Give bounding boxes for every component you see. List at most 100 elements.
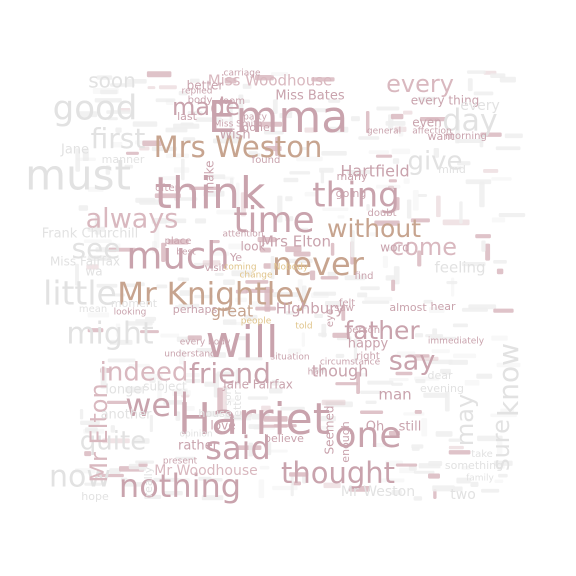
filler-mark: [318, 425, 334, 430]
filler-mark: [283, 177, 299, 183]
filler-mark: [263, 416, 288, 422]
word: Miss Fairfax: [50, 255, 120, 269]
filler-mark: [100, 89, 118, 95]
filler-mark: [473, 91, 494, 96]
filler-mark: [285, 246, 302, 253]
filler-mark: [467, 78, 473, 92]
filler-mark: [417, 96, 436, 102]
filler-mark: [285, 196, 293, 202]
filler-mark: [248, 301, 263, 307]
filler-mark: [289, 171, 311, 175]
filler-mark: [87, 312, 110, 318]
filler-mark: [365, 110, 370, 134]
word: quite: [80, 427, 146, 457]
filler-mark: [413, 496, 423, 501]
filler-mark: [403, 178, 410, 184]
word: every: [386, 70, 454, 98]
filler-mark: [161, 242, 166, 262]
filler-mark: [423, 392, 448, 398]
filler-mark: [391, 279, 396, 292]
word: nothing: [119, 467, 241, 505]
word: want: [427, 130, 455, 143]
filler-mark: [417, 193, 428, 198]
word: soon: [88, 69, 136, 93]
filler-mark: [178, 477, 190, 484]
word: feeling: [434, 259, 485, 277]
word: well: [125, 386, 189, 424]
word: must: [25, 151, 131, 200]
filler-mark: [366, 204, 370, 211]
word: take: [471, 449, 493, 460]
filler-mark: [196, 348, 214, 353]
filler-mark: [358, 136, 380, 140]
filler-mark: [364, 296, 393, 302]
filler-mark: [145, 316, 157, 321]
filler-mark: [94, 98, 122, 103]
filler-mark: [387, 185, 395, 190]
filler-mark: [248, 151, 258, 155]
filler-mark: [481, 488, 500, 493]
word: moment: [111, 297, 158, 310]
filler-mark: [414, 356, 439, 361]
filler-mark: [235, 289, 248, 294]
filler-mark: [301, 332, 305, 347]
filler-mark: [82, 148, 89, 162]
filler-mark: [496, 268, 504, 275]
filler-mark: [107, 358, 136, 363]
filler-mark: [259, 424, 288, 428]
filler-mark: [238, 357, 263, 361]
filler-mark: [258, 479, 265, 499]
filler-mark: [491, 335, 508, 341]
word: look: [241, 240, 266, 254]
word: done: [242, 121, 270, 134]
filler-mark: [392, 158, 400, 164]
filler-mark: [222, 319, 237, 325]
word: letter: [231, 390, 244, 420]
filler-mark: [203, 190, 225, 197]
word: place: [165, 236, 192, 247]
filler-mark: [123, 482, 144, 487]
filler-mark: [430, 336, 457, 340]
filler-mark: [164, 218, 187, 224]
filler-mark: [369, 232, 379, 237]
word: Oh: [366, 420, 384, 435]
filler-mark: [267, 441, 272, 456]
filler-mark: [254, 74, 274, 81]
filler-mark: [113, 293, 126, 297]
filler-mark: [207, 174, 226, 180]
word: Miss Smith: [214, 120, 263, 130]
filler-mark: [83, 428, 105, 434]
filler-mark: [86, 264, 99, 270]
filler-mark: [415, 378, 426, 384]
filler-mark: [341, 304, 346, 321]
filler-words: [75, 70, 526, 501]
filler-mark: [353, 338, 358, 363]
filler-mark: [491, 177, 512, 181]
filler-mark: [395, 463, 418, 467]
filler-mark: [288, 258, 313, 264]
filler-mark: [270, 256, 275, 280]
filler-mark: [499, 76, 516, 83]
filler-mark: [361, 372, 368, 377]
word: Mr Knightley: [117, 277, 312, 313]
word: manner: [102, 153, 145, 166]
filler-mark: [453, 353, 477, 359]
word: mean: [79, 304, 107, 315]
filler-mark: [204, 381, 215, 387]
filler-mark: [380, 478, 405, 483]
filler-mark: [216, 209, 243, 215]
word: coming: [223, 263, 256, 273]
filler-mark: [189, 186, 217, 191]
filler-mark: [115, 323, 121, 337]
filler-mark: [110, 425, 115, 433]
filler-mark: [323, 401, 344, 405]
filler-mark: [406, 199, 412, 219]
filler-mark: [202, 260, 221, 266]
filler-mark: [466, 70, 486, 74]
filler-mark: [263, 130, 284, 135]
filler-mark: [120, 477, 128, 482]
word: Mr Elton: [85, 383, 113, 482]
filler-mark: [490, 413, 517, 418]
word: find: [355, 271, 374, 282]
